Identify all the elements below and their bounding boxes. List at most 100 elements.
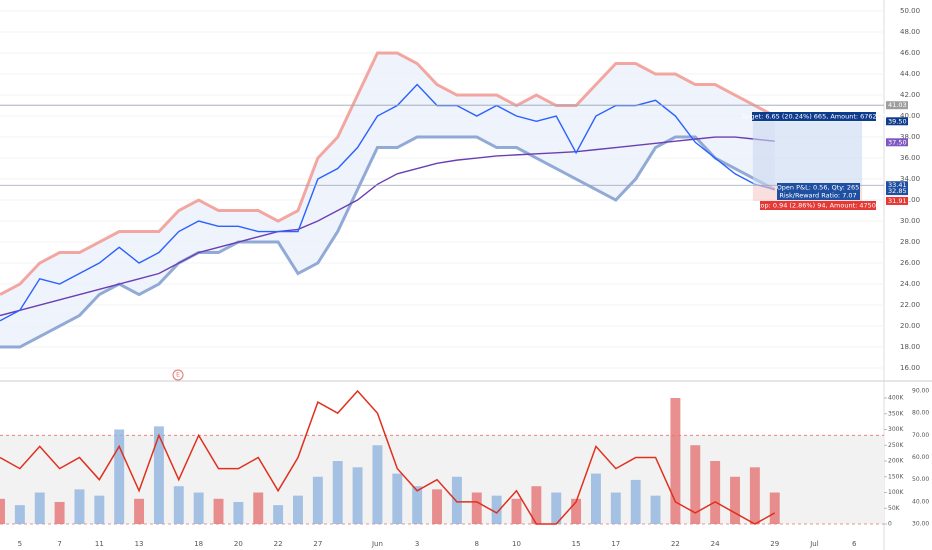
x-tick-label: 8 bbox=[475, 540, 479, 548]
y2-tick-label: 90.00 bbox=[912, 387, 929, 394]
volume-bar bbox=[610, 492, 621, 525]
x-tick-label: 17 bbox=[611, 540, 620, 548]
y-tick-label: 400K bbox=[888, 395, 904, 402]
volume-bar bbox=[571, 498, 582, 525]
volume-bar bbox=[531, 486, 542, 525]
annotation: Open P&L: 0.56, Qty: 265 bbox=[777, 184, 860, 192]
event-icon-letter[interactable]: E bbox=[176, 372, 180, 379]
y-tick-label: 300K bbox=[888, 426, 904, 433]
volume-bar bbox=[193, 492, 204, 525]
volume-bar bbox=[650, 495, 661, 525]
y-tick-label: 0 bbox=[888, 521, 892, 528]
volume-bar bbox=[233, 501, 244, 525]
x-tick-label: 7 bbox=[57, 540, 61, 548]
y-tick-label: 100K bbox=[888, 489, 904, 496]
y2-tick-label: 50.00 bbox=[912, 476, 929, 483]
volume-bar bbox=[511, 498, 522, 525]
volume-bar bbox=[312, 476, 323, 525]
volume-bar bbox=[273, 505, 284, 525]
y2-tick-label: 40.00 bbox=[912, 498, 929, 505]
price-line bbox=[0, 83, 775, 322]
y-tick-label: 250K bbox=[888, 442, 904, 449]
volume-bar bbox=[749, 467, 760, 525]
y-tick-label: 200K bbox=[888, 458, 904, 465]
y-tick-label: 40.00 bbox=[900, 112, 920, 120]
price-tag-bg bbox=[886, 181, 908, 190]
x-tick-label: Jul bbox=[809, 540, 819, 548]
y-tick-label: 38.00 bbox=[900, 133, 920, 141]
x-tick-label: 22 bbox=[671, 540, 680, 548]
price-tag-bg bbox=[886, 117, 908, 126]
x-tick-label: 6 bbox=[852, 540, 857, 548]
event-icon[interactable] bbox=[172, 369, 184, 381]
rsi-line bbox=[0, 389, 776, 525]
y-tick-label: 36.00 bbox=[900, 154, 920, 162]
volume-bar bbox=[14, 505, 25, 525]
y-tick-label: 32.00 bbox=[900, 196, 920, 204]
x-tick-label: 3 bbox=[415, 540, 419, 548]
x-tick-label: 10 bbox=[512, 540, 521, 548]
y-tick-label: 150K bbox=[888, 473, 904, 480]
band-line bbox=[0, 135, 776, 349]
price-tag: 31.91 bbox=[888, 197, 907, 205]
price-tag: 33.41 bbox=[888, 181, 907, 189]
volume-bar bbox=[134, 498, 145, 525]
volume-bar bbox=[451, 476, 462, 525]
volume-bar bbox=[392, 473, 403, 525]
price-tag: 39.50 bbox=[888, 117, 907, 125]
volume-bar bbox=[34, 492, 45, 525]
y-tick-label: 28.00 bbox=[900, 238, 920, 246]
volume-bar bbox=[769, 492, 780, 525]
y2-tick-label: 70.00 bbox=[912, 432, 929, 439]
annotation: Stop: 0.94 (2.86%) 94, Amount: 4750.9 bbox=[754, 202, 882, 210]
moving-average bbox=[0, 136, 775, 317]
annotation-bg bbox=[760, 201, 876, 210]
y-tick-label: 50K bbox=[888, 505, 901, 512]
volume-bar bbox=[471, 492, 482, 525]
volume-bar bbox=[372, 445, 383, 525]
annotation-bg bbox=[752, 112, 876, 121]
volume-bar bbox=[590, 473, 601, 525]
y2-tick-label: 60.00 bbox=[912, 454, 929, 461]
annotation-bg bbox=[777, 183, 860, 200]
volume-bar bbox=[491, 495, 502, 525]
y-tick-label: 42.00 bbox=[900, 91, 920, 99]
volume-bar bbox=[94, 495, 105, 525]
volume-bar bbox=[551, 492, 562, 525]
x-tick-label: 20 bbox=[234, 540, 243, 548]
volume-bar bbox=[670, 398, 681, 525]
price-tag-bg bbox=[886, 138, 908, 147]
price-tag: 41.03 bbox=[888, 101, 907, 109]
volume-bar bbox=[0, 498, 5, 525]
y-tick-label: 34.00 bbox=[900, 175, 920, 183]
x-tick-label: 24 bbox=[711, 540, 720, 548]
x-tick-label: 15 bbox=[572, 540, 581, 548]
x-tick-label: 5 bbox=[18, 540, 22, 548]
price-tag-bg bbox=[886, 187, 908, 196]
volume-bar bbox=[730, 476, 740, 525]
volume-bar bbox=[213, 498, 224, 525]
volume-bar bbox=[412, 486, 423, 525]
volume-bar bbox=[153, 426, 164, 525]
x-tick-label: 22 bbox=[274, 540, 283, 548]
volume-bar bbox=[253, 492, 264, 525]
volume-bar bbox=[114, 429, 125, 525]
volume-bar bbox=[432, 489, 442, 525]
x-tick-label: 27 bbox=[313, 540, 322, 548]
volume-bar bbox=[173, 486, 184, 525]
price-tag: 37.50 bbox=[888, 138, 907, 146]
x-tick-label: 29 bbox=[770, 540, 779, 548]
position-target-zone bbox=[752, 121, 863, 186]
volume-bar bbox=[630, 479, 641, 525]
volume-bar bbox=[352, 467, 363, 525]
price-tag-bg bbox=[886, 101, 908, 110]
x-tick-label: 13 bbox=[135, 540, 144, 548]
annotation: Risk/Reward Ratio: 7.07 bbox=[779, 192, 856, 200]
y-tick-label: 350K bbox=[888, 410, 904, 417]
y-tick-label: 26.00 bbox=[900, 259, 920, 267]
x-tick-label: 11 bbox=[95, 540, 104, 548]
volume-bar bbox=[54, 501, 65, 525]
volume-bar bbox=[690, 445, 701, 525]
volume-bar bbox=[710, 461, 721, 525]
